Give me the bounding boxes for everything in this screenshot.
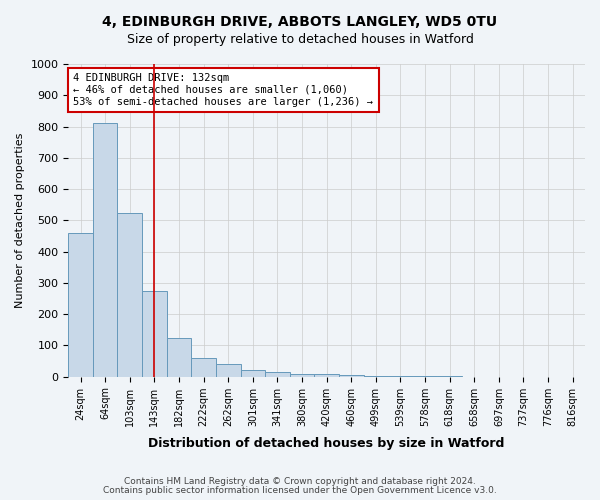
Bar xyxy=(216,364,241,376)
Bar xyxy=(68,233,93,376)
Bar xyxy=(339,375,364,376)
Bar xyxy=(142,290,167,376)
Bar xyxy=(191,358,216,376)
Bar xyxy=(314,374,339,376)
Bar xyxy=(290,374,314,376)
Bar xyxy=(241,370,265,376)
Text: 4 EDINBURGH DRIVE: 132sqm
← 46% of detached houses are smaller (1,060)
53% of se: 4 EDINBURGH DRIVE: 132sqm ← 46% of detac… xyxy=(73,74,373,106)
Bar xyxy=(93,124,118,376)
Bar xyxy=(118,212,142,376)
Text: 4, EDINBURGH DRIVE, ABBOTS LANGLEY, WD5 0TU: 4, EDINBURGH DRIVE, ABBOTS LANGLEY, WD5 … xyxy=(103,15,497,29)
Y-axis label: Number of detached properties: Number of detached properties xyxy=(15,132,25,308)
Text: Size of property relative to detached houses in Watford: Size of property relative to detached ho… xyxy=(127,32,473,46)
Bar xyxy=(265,372,290,376)
Text: Contains HM Land Registry data © Crown copyright and database right 2024.: Contains HM Land Registry data © Crown c… xyxy=(124,477,476,486)
Text: Contains public sector information licensed under the Open Government Licence v3: Contains public sector information licen… xyxy=(103,486,497,495)
X-axis label: Distribution of detached houses by size in Watford: Distribution of detached houses by size … xyxy=(148,437,505,450)
Bar xyxy=(167,338,191,376)
